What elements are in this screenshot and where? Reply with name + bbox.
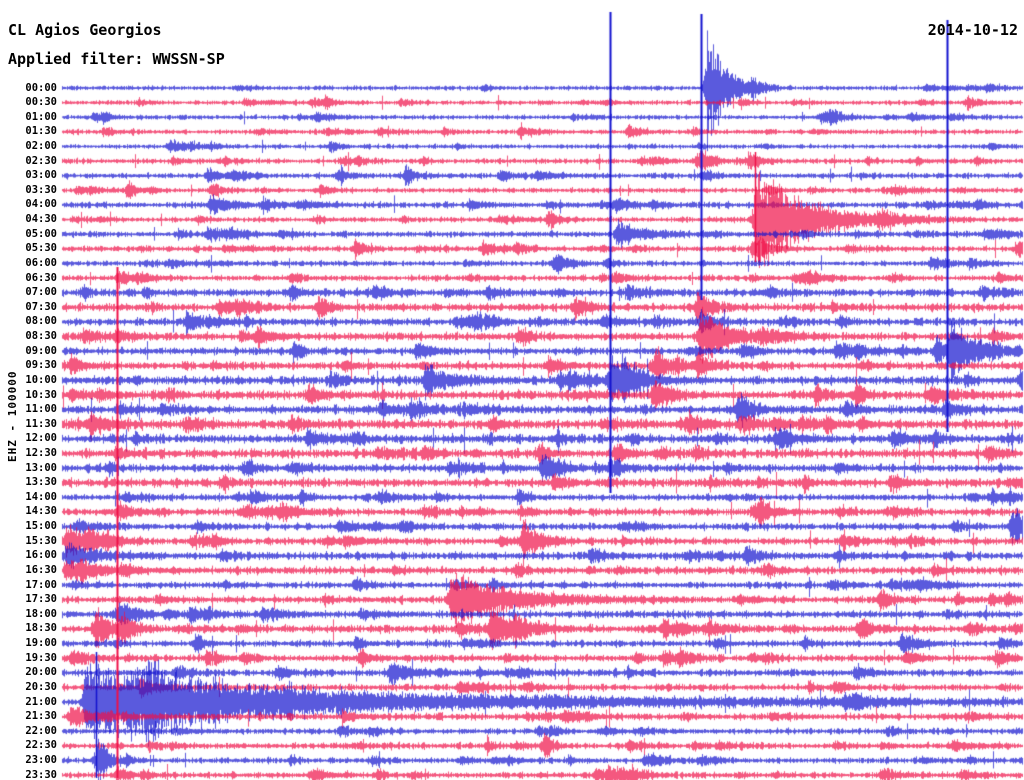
time-label: 22:30	[25, 739, 57, 752]
time-label: 07:00	[25, 286, 57, 299]
time-label: 05:00	[25, 227, 57, 240]
time-label: 05:30	[25, 242, 57, 255]
time-label: 06:30	[25, 271, 57, 284]
time-label: 19:00	[25, 637, 57, 650]
time-label: 10:30	[25, 388, 57, 401]
time-label: 01:00	[25, 110, 57, 123]
time-label: 03:30	[25, 183, 57, 196]
time-label: 21:00	[25, 695, 57, 708]
time-label: 12:00	[25, 432, 57, 445]
station-title: CL Agios Georgios	[8, 21, 162, 39]
time-label: 09:30	[25, 359, 57, 372]
time-label: 06:00	[25, 256, 57, 269]
time-label: 13:00	[25, 461, 57, 474]
time-label: 16:30	[25, 563, 57, 576]
time-label: 17:30	[25, 593, 57, 606]
time-label: 09:00	[25, 344, 57, 357]
time-label: 13:30	[25, 476, 57, 489]
time-label: 23:00	[25, 754, 57, 767]
time-label: 08:30	[25, 330, 57, 343]
time-label: 23:30	[25, 768, 57, 780]
time-label: 03:00	[25, 169, 57, 182]
time-label: 22:00	[25, 724, 57, 737]
time-label: 02:30	[25, 154, 57, 167]
time-label: 08:00	[25, 315, 57, 328]
time-label: 17:00	[25, 578, 57, 591]
time-label: 10:00	[25, 373, 57, 386]
time-label: 15:00	[25, 520, 57, 533]
time-label: 15:30	[25, 534, 57, 547]
time-label: 20:00	[25, 666, 57, 679]
time-label: 14:30	[25, 505, 57, 518]
filter-label: Applied filter: WWSSN-SP	[8, 50, 225, 68]
time-label: 02:00	[25, 139, 57, 152]
time-label: 18:30	[25, 622, 57, 635]
time-label: 00:00	[25, 81, 57, 94]
time-label: 18:00	[25, 607, 57, 620]
time-label: 04:30	[25, 213, 57, 226]
time-label: 19:30	[25, 651, 57, 664]
time-label: 12:30	[25, 447, 57, 459]
time-label: 20:30	[25, 680, 57, 693]
time-label: 11:30	[25, 417, 57, 430]
time-label: 01:30	[25, 125, 57, 138]
time-label: 14:00	[25, 490, 57, 503]
record-date: 2014-10-12	[927, 21, 1018, 39]
time-label: 07:30	[25, 300, 57, 313]
time-label: 11:00	[25, 403, 57, 416]
time-label: 00:30	[25, 96, 57, 109]
time-label: 16:00	[25, 549, 57, 562]
time-label: 21:30	[25, 710, 57, 723]
time-label: 04:00	[25, 198, 57, 211]
